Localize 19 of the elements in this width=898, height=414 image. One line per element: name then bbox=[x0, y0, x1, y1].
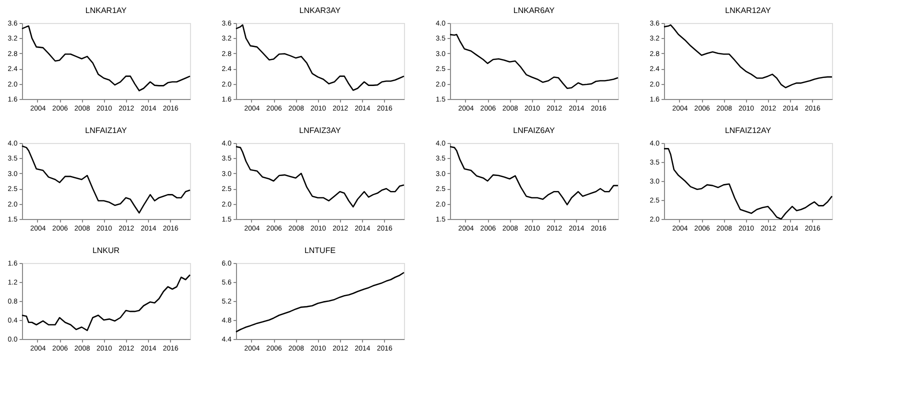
chart-title: LNFAIZ6AY bbox=[513, 126, 556, 135]
chart-title: LNKAR3AY bbox=[299, 6, 342, 15]
line-series bbox=[235, 24, 405, 91]
line-series bbox=[663, 24, 833, 88]
line-series bbox=[235, 272, 405, 333]
chart-title: LNFAIZ3AY bbox=[299, 126, 342, 135]
line-series bbox=[449, 146, 619, 206]
chart-title: LNKAR6AY bbox=[513, 6, 556, 15]
chart-title: LNKAR12AY bbox=[725, 6, 772, 15]
line-series bbox=[21, 274, 191, 332]
chart-title: LNKUR bbox=[92, 246, 120, 255]
line-series bbox=[235, 146, 405, 208]
line-series bbox=[449, 34, 619, 90]
chart-title: LNFAIZ1AY bbox=[85, 126, 128, 135]
chart-title: LNKAR1AY bbox=[85, 6, 128, 15]
line-series bbox=[21, 145, 191, 214]
chart-title: LNFAIZ12AY bbox=[724, 126, 772, 135]
chart-title: LNTUFE bbox=[304, 246, 336, 255]
line-series bbox=[21, 25, 191, 92]
